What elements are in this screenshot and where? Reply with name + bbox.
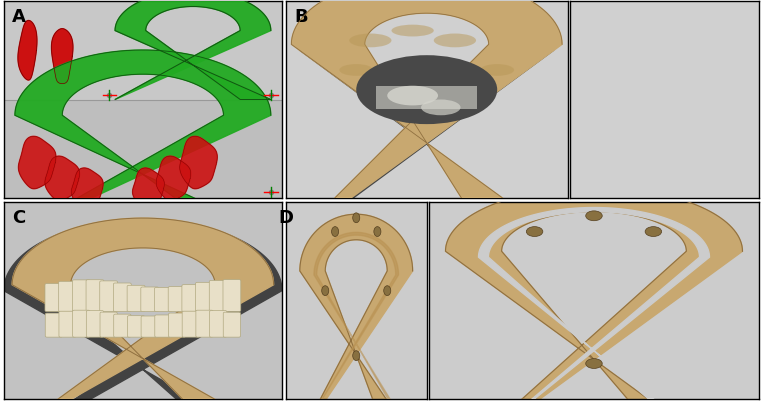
Ellipse shape bbox=[387, 87, 438, 106]
FancyBboxPatch shape bbox=[141, 316, 158, 337]
FancyBboxPatch shape bbox=[59, 282, 76, 312]
FancyBboxPatch shape bbox=[155, 288, 172, 312]
FancyBboxPatch shape bbox=[45, 284, 62, 312]
Polygon shape bbox=[291, 0, 562, 242]
Ellipse shape bbox=[357, 56, 497, 125]
Circle shape bbox=[353, 351, 360, 360]
FancyBboxPatch shape bbox=[114, 314, 131, 337]
Ellipse shape bbox=[349, 34, 392, 48]
Circle shape bbox=[586, 359, 602, 369]
FancyBboxPatch shape bbox=[100, 312, 117, 337]
FancyBboxPatch shape bbox=[45, 313, 62, 337]
FancyBboxPatch shape bbox=[127, 286, 145, 312]
Ellipse shape bbox=[434, 34, 476, 48]
Text: C: C bbox=[12, 209, 25, 226]
Circle shape bbox=[586, 211, 602, 221]
FancyBboxPatch shape bbox=[86, 311, 104, 337]
FancyBboxPatch shape bbox=[223, 280, 241, 312]
FancyBboxPatch shape bbox=[127, 316, 145, 337]
Ellipse shape bbox=[421, 100, 460, 116]
Polygon shape bbox=[299, 0, 553, 238]
FancyBboxPatch shape bbox=[168, 313, 186, 337]
Polygon shape bbox=[133, 168, 165, 209]
Polygon shape bbox=[115, 0, 271, 100]
FancyBboxPatch shape bbox=[223, 312, 241, 337]
FancyBboxPatch shape bbox=[72, 310, 90, 337]
Circle shape bbox=[322, 286, 328, 296]
FancyBboxPatch shape bbox=[196, 310, 213, 337]
Polygon shape bbox=[4, 220, 282, 401]
FancyBboxPatch shape bbox=[182, 285, 200, 312]
Bar bbox=[4, 100, 282, 198]
Text: A: A bbox=[12, 8, 26, 26]
Ellipse shape bbox=[392, 26, 434, 37]
Polygon shape bbox=[299, 215, 413, 401]
FancyBboxPatch shape bbox=[86, 280, 104, 312]
Text: B: B bbox=[294, 8, 308, 26]
FancyBboxPatch shape bbox=[210, 281, 227, 312]
FancyBboxPatch shape bbox=[72, 280, 90, 312]
Polygon shape bbox=[52, 30, 73, 85]
Circle shape bbox=[331, 227, 338, 237]
FancyBboxPatch shape bbox=[59, 312, 76, 337]
Circle shape bbox=[645, 227, 661, 237]
Polygon shape bbox=[314, 233, 399, 401]
FancyBboxPatch shape bbox=[141, 287, 158, 312]
Polygon shape bbox=[18, 21, 37, 81]
Ellipse shape bbox=[480, 65, 514, 77]
Polygon shape bbox=[156, 157, 190, 201]
Bar bbox=[376, 87, 478, 110]
FancyBboxPatch shape bbox=[155, 315, 172, 337]
Polygon shape bbox=[72, 168, 103, 209]
Polygon shape bbox=[479, 208, 709, 401]
Polygon shape bbox=[45, 157, 79, 201]
Ellipse shape bbox=[339, 65, 373, 77]
Polygon shape bbox=[15, 51, 271, 234]
Circle shape bbox=[527, 227, 543, 237]
Polygon shape bbox=[18, 137, 56, 189]
Circle shape bbox=[374, 227, 381, 237]
Circle shape bbox=[353, 213, 360, 223]
FancyBboxPatch shape bbox=[100, 281, 117, 312]
FancyBboxPatch shape bbox=[168, 287, 186, 312]
FancyBboxPatch shape bbox=[182, 312, 200, 337]
Circle shape bbox=[384, 286, 391, 296]
FancyBboxPatch shape bbox=[114, 283, 131, 312]
FancyBboxPatch shape bbox=[210, 311, 227, 337]
Polygon shape bbox=[446, 188, 742, 401]
Text: D: D bbox=[279, 209, 293, 226]
FancyBboxPatch shape bbox=[196, 283, 213, 312]
Polygon shape bbox=[12, 219, 274, 401]
Polygon shape bbox=[180, 137, 217, 189]
